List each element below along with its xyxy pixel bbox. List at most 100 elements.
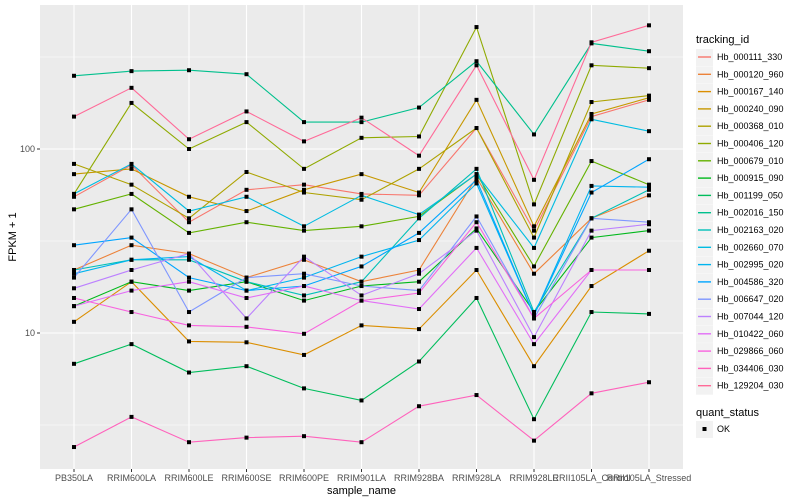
data-point xyxy=(129,85,134,90)
data-point xyxy=(532,316,536,321)
data-point xyxy=(532,235,536,240)
x-tick-label: RRIM901LA xyxy=(337,473,386,483)
data-point xyxy=(359,440,364,445)
data-point xyxy=(417,307,421,312)
data-point xyxy=(589,310,594,315)
data-point xyxy=(647,93,651,98)
data-point xyxy=(589,111,594,116)
legend-label: Hb_002995_020 xyxy=(717,260,784,270)
data-point xyxy=(129,267,134,272)
data-point xyxy=(302,166,306,171)
data-point xyxy=(532,202,536,207)
data-point xyxy=(589,159,594,164)
data-point xyxy=(129,100,134,105)
data-point xyxy=(72,191,76,196)
data-point xyxy=(72,73,76,78)
data-point xyxy=(417,230,421,235)
data-point xyxy=(244,194,249,199)
data-point xyxy=(647,220,651,225)
data-point xyxy=(129,207,134,212)
data-point xyxy=(417,271,421,276)
x-tick-label: RRIM600PE xyxy=(279,473,329,483)
data-point xyxy=(589,40,594,45)
data-point xyxy=(244,316,249,321)
data-point xyxy=(417,134,421,139)
y-axis: 10 100 xyxy=(20,144,40,338)
data-point xyxy=(72,243,76,248)
legend-label: OK xyxy=(717,424,730,434)
x-tick-label: RRIM928LA xyxy=(452,473,501,483)
data-point xyxy=(302,224,306,229)
data-point xyxy=(244,279,249,284)
data-point xyxy=(589,235,594,240)
data-point xyxy=(187,288,191,293)
data-point xyxy=(417,166,421,171)
data-point xyxy=(474,226,479,231)
data-point xyxy=(72,271,76,276)
data-point xyxy=(647,380,651,385)
legend-label: Hb_010422_060 xyxy=(717,329,784,339)
data-point xyxy=(417,238,421,243)
data-points xyxy=(72,23,651,450)
data-point xyxy=(187,216,191,221)
data-point xyxy=(532,245,536,250)
data-point xyxy=(359,293,364,298)
legend-label: Hb_000111_330 xyxy=(717,52,782,62)
data-point xyxy=(647,49,651,54)
data-point xyxy=(417,288,421,293)
data-point xyxy=(359,224,364,229)
data-point xyxy=(129,342,134,347)
x-axis-title: sample_name xyxy=(327,485,396,497)
data-point xyxy=(129,69,134,74)
data-point xyxy=(244,324,249,329)
data-point xyxy=(359,120,364,125)
data-point xyxy=(647,248,651,253)
data-point xyxy=(187,137,191,142)
legend-title-quant-status: quant_status xyxy=(696,407,759,419)
data-point xyxy=(474,228,479,233)
data-point xyxy=(589,183,594,188)
data-point xyxy=(417,267,421,272)
data-point xyxy=(129,182,134,187)
data-point xyxy=(647,157,651,162)
legend: tracking_id Hb_000111_330 Hb_000120_960 Hb… xyxy=(696,34,784,438)
data-point xyxy=(187,310,191,315)
data-point xyxy=(532,438,536,443)
data-point xyxy=(244,209,249,214)
data-point xyxy=(302,228,306,233)
data-point xyxy=(647,267,651,272)
data-point xyxy=(187,440,191,445)
data-point xyxy=(72,194,76,199)
data-point xyxy=(187,68,191,73)
data-point xyxy=(417,404,421,409)
data-point xyxy=(647,193,651,198)
data-point xyxy=(417,359,421,364)
data-point xyxy=(187,257,191,262)
data-point xyxy=(532,271,536,276)
data-point xyxy=(359,197,364,202)
data-point xyxy=(532,310,536,315)
data-point xyxy=(647,95,651,100)
data-point xyxy=(532,228,536,233)
data-point xyxy=(647,187,651,192)
data-point xyxy=(72,319,76,324)
data-point xyxy=(359,135,364,140)
legend-title-tracking-id: tracking_id xyxy=(696,34,749,46)
data-point xyxy=(532,335,536,340)
data-point xyxy=(474,59,479,64)
data-point xyxy=(187,194,191,199)
data-point xyxy=(417,212,421,217)
data-point xyxy=(589,117,594,122)
data-point xyxy=(187,254,191,259)
data-point xyxy=(244,435,249,440)
data-point xyxy=(72,286,76,291)
x-tick-label: RRII105LA_Stressed xyxy=(607,473,692,483)
data-point xyxy=(474,172,479,177)
data-point xyxy=(359,115,364,120)
data-point xyxy=(474,267,479,272)
data-point xyxy=(417,193,421,198)
data-point xyxy=(129,279,134,284)
data-point xyxy=(474,166,479,171)
data-point xyxy=(532,313,536,318)
